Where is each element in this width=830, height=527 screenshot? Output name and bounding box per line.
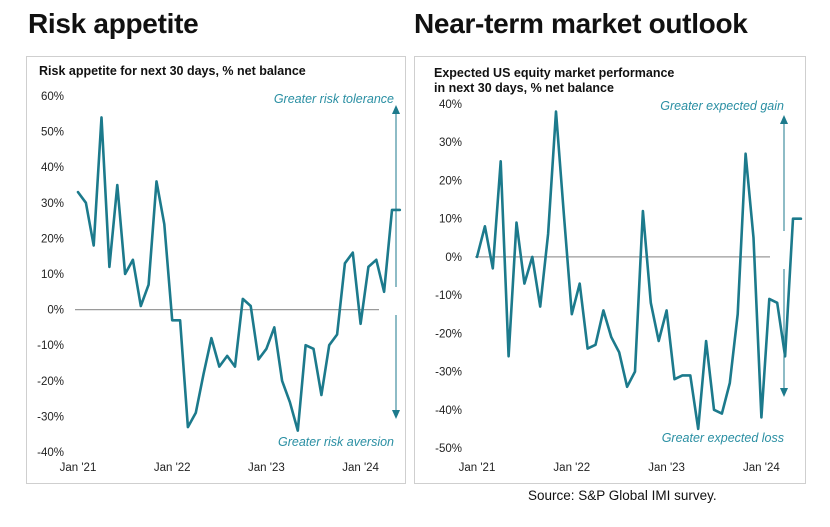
y-tick-label: 50% bbox=[41, 127, 64, 139]
y-tick-label: 40% bbox=[41, 162, 64, 174]
y-tick-label: -40% bbox=[435, 405, 462, 417]
x-tick-label: Jan '23 bbox=[648, 462, 685, 474]
x-tick-label: Jan '24 bbox=[743, 462, 780, 474]
x-tick-label: Jan '23 bbox=[248, 462, 285, 474]
x-tick-label: Jan '22 bbox=[154, 462, 191, 474]
y-tick-label: -10% bbox=[37, 340, 64, 352]
y-tick-label: -40% bbox=[37, 447, 64, 459]
y-tick-label: 30% bbox=[439, 137, 462, 149]
arrow-up-head bbox=[392, 105, 400, 114]
y-tick-label: -10% bbox=[435, 290, 462, 302]
risk-appetite-chart: Risk appetite for next 30 days, % net ba… bbox=[37, 64, 402, 474]
y-tick-label: 10% bbox=[439, 214, 462, 226]
y-tick-label: -50% bbox=[435, 443, 462, 455]
chart-title: Expected US equity market performance bbox=[434, 66, 674, 80]
y-tick-label: 20% bbox=[41, 233, 64, 245]
arrow-up-head bbox=[780, 115, 788, 124]
y-tick-label: 0% bbox=[445, 252, 462, 264]
x-tick-label: Jan '21 bbox=[459, 462, 496, 474]
series-line bbox=[76, 116, 402, 432]
y-tick-label: 40% bbox=[439, 99, 462, 111]
x-tick-label: Jan '21 bbox=[60, 462, 97, 474]
market-outlook-heading: Near-term market outlook bbox=[414, 8, 748, 39]
arrow-down-head bbox=[392, 410, 400, 419]
x-tick-label: Jan '22 bbox=[553, 462, 590, 474]
y-tick-label: -30% bbox=[435, 367, 462, 379]
annotation-top: Greater expected gain bbox=[660, 99, 784, 113]
y-tick-label: 0% bbox=[47, 305, 64, 317]
chart-title: Risk appetite for next 30 days, % net ba… bbox=[39, 64, 306, 78]
chart-title: in next 30 days, % net balance bbox=[434, 81, 614, 95]
source-note: Source: S&P Global IMI survey. bbox=[528, 488, 717, 503]
series-line bbox=[475, 110, 803, 431]
y-tick-label: 30% bbox=[41, 198, 64, 210]
annotation-bottom: Greater risk aversion bbox=[278, 435, 394, 449]
risk-appetite-chart-panel: Risk appetite for next 30 days, % net ba… bbox=[26, 56, 406, 484]
y-tick-label: -20% bbox=[37, 376, 64, 388]
y-tick-label: 20% bbox=[439, 175, 462, 187]
market-outlook-chart-panel: Expected US equity market performance in … bbox=[414, 56, 806, 484]
annotation-bottom: Greater expected loss bbox=[662, 431, 784, 445]
y-tick-label: -20% bbox=[435, 328, 462, 340]
y-tick-label: -30% bbox=[37, 411, 64, 423]
y-tick-label: 10% bbox=[41, 269, 64, 281]
risk-appetite-heading: Risk appetite bbox=[28, 8, 199, 39]
y-tick-label: 60% bbox=[41, 91, 64, 103]
arrow-down-head bbox=[780, 388, 788, 397]
x-tick-label: Jan '24 bbox=[342, 462, 379, 474]
annotation-top: Greater risk tolerance bbox=[274, 92, 394, 106]
market-outlook-chart: Expected US equity market performancein … bbox=[434, 66, 803, 474]
